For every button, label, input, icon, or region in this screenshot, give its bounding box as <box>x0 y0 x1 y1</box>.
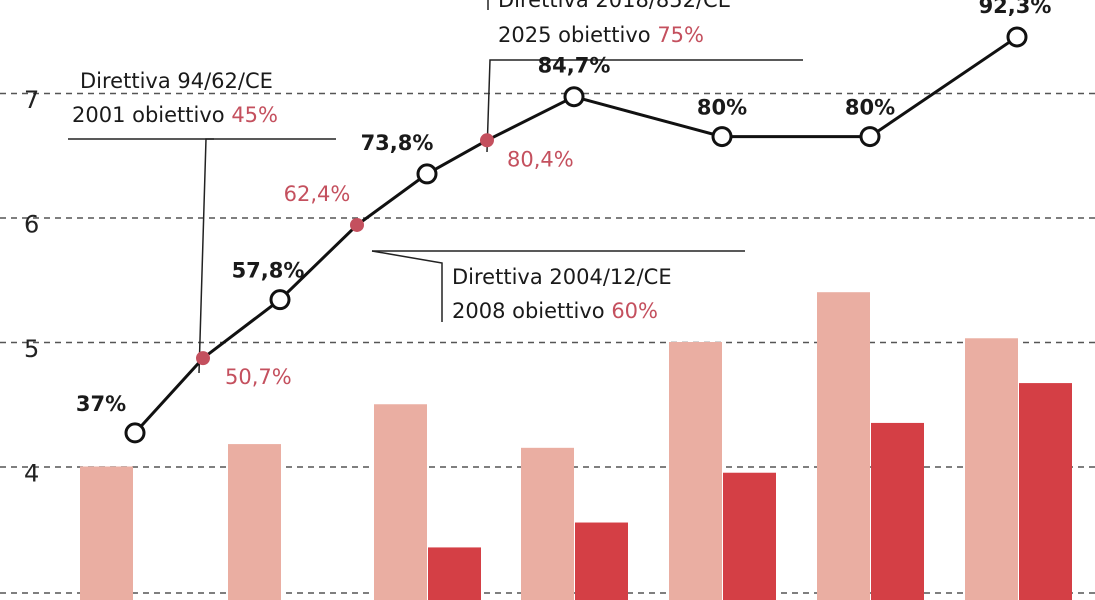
point-label-7: 84,7% <box>538 54 611 78</box>
annotation-2-line2: 2008 obiettivo 60% <box>452 299 658 323</box>
annotation-3-line2: 2025 obiettivo 75% <box>498 23 704 47</box>
bar-s1-3 <box>374 404 427 600</box>
point-label-3: 57,8% <box>232 259 305 283</box>
y-tick-label: 4 <box>24 460 39 488</box>
bar-s1-6 <box>817 292 870 600</box>
point-label-9: 80% <box>845 96 895 120</box>
y-tick-label: 7 <box>24 86 39 114</box>
bar-s1-7 <box>965 338 1018 600</box>
target-point-2 <box>196 351 210 366</box>
annotation-2-line1: Direttiva 2004/12/CE <box>452 265 672 289</box>
point-label-10: 92,3% <box>979 0 1052 18</box>
target-point-4 <box>350 217 364 232</box>
annotations-layer: Direttiva 94/62/CE 2001 obiettivo 45% Di… <box>68 0 803 374</box>
data-point-1 <box>124 422 146 444</box>
point-label-4: 62,4% <box>284 182 351 206</box>
bar-s1-1 <box>80 466 133 600</box>
bar-s2-7 <box>1019 383 1072 600</box>
annotation-1-line2: 2001 obiettivo 45% <box>72 103 278 127</box>
point-label-1: 37% <box>76 392 126 416</box>
annotation-3-line1: Direttiva 2018/852/CE <box>498 0 731 12</box>
series-line <box>133 35 1018 434</box>
data-point-3 <box>269 289 291 311</box>
bar-s1-2 <box>228 444 281 600</box>
annotation-leader-2 <box>371 250 443 322</box>
target-point-6 <box>480 133 494 148</box>
point-label-2: 50,7% <box>225 365 292 389</box>
bar-s2-5 <box>723 472 776 600</box>
bar-s1-4 <box>521 447 574 600</box>
data-point-8 <box>711 126 733 148</box>
point-label-8: 80% <box>697 96 747 120</box>
line-layer <box>124 26 1028 444</box>
data-point-7 <box>563 86 585 108</box>
annotation-leader-3 <box>486 59 498 153</box>
bar-s2-4 <box>575 522 628 600</box>
bar-s2-3 <box>428 547 481 600</box>
annotation-leader-1 <box>198 138 214 374</box>
data-point-9 <box>859 126 881 148</box>
bars-layer <box>80 292 1072 600</box>
y-tick-label: 6 <box>24 211 39 239</box>
bar-s1-5 <box>669 342 722 600</box>
bar-s2-6 <box>871 422 924 600</box>
data-point-10 <box>1006 26 1028 48</box>
point-label-6: 80,4% <box>507 147 574 171</box>
point-labels-layer: 37% 50,7% 57,8% 62,4% 73,8% 80,4% 84,7% 80% 80% 9… <box>76 0 1052 416</box>
y-tick-label: 5 <box>24 335 39 363</box>
data-point-5 <box>416 163 438 185</box>
annotation-1-line1: Direttiva 94/62/CE <box>80 69 273 93</box>
point-label-5: 73,8% <box>361 131 434 155</box>
ticks-layer: 4 5 6 7 <box>24 86 39 488</box>
